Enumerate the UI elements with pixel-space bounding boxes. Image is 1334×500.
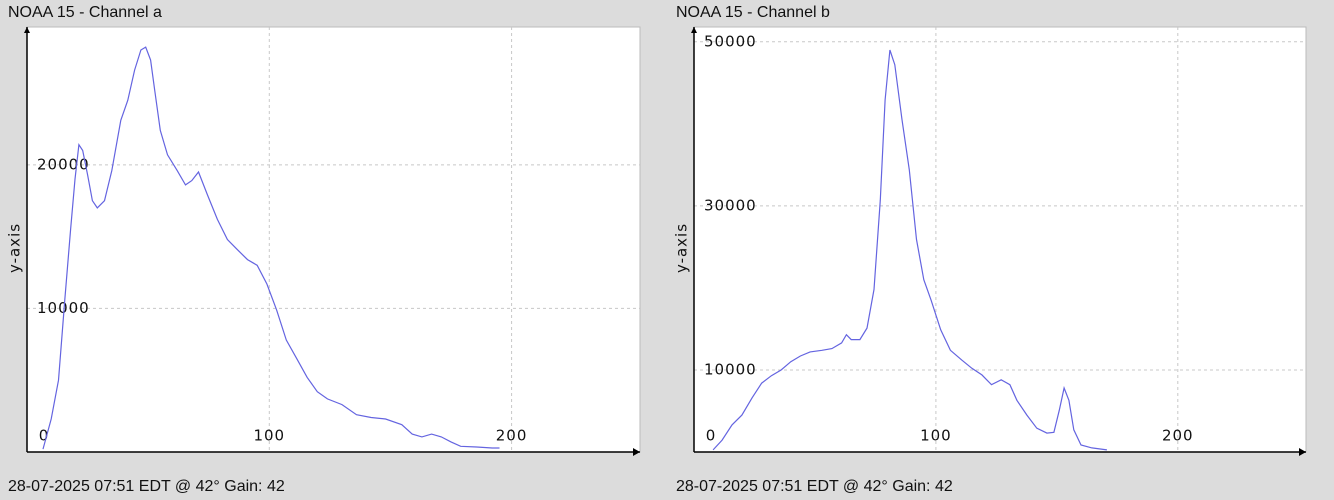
chart-panel: NOAA 15 - Channel b 0 100 200 10000 30000 5000… [673, 4, 1307, 495]
x-tick-label: 100 [253, 427, 285, 445]
chart-panel: NOAA 15 - Channel a 0 100 200 10000 20000 y-ax… [6, 4, 641, 495]
chart-title: NOAA 15 - Channel a [8, 4, 162, 21]
x-tick-label: 0 [706, 427, 717, 445]
y-tick-label: 30000 [704, 196, 757, 214]
y-tick-label: 50000 [704, 32, 757, 50]
data-line [712, 49, 1107, 451]
y-tick-label: 10000 [37, 299, 90, 317]
footer-status: 28-07-2025 07:51 EDT @ 42° Gain: 42 [8, 478, 285, 495]
y-tick-label: 10000 [704, 360, 757, 378]
y-axis-arrow [24, 27, 30, 33]
data-line [42, 46, 500, 450]
y-tick-label: 20000 [37, 155, 90, 173]
footer-status: 28-07-2025 07:51 EDT @ 42° Gain: 42 [676, 478, 953, 495]
plot-area [26, 26, 641, 453]
x-tick-label: 0 [39, 427, 50, 445]
x-axis-arrow [633, 448, 640, 456]
chart-title: NOAA 15 - Channel b [676, 4, 830, 21]
x-tick-label: 100 [920, 427, 952, 445]
x-axis-arrow [1299, 448, 1306, 456]
y-axis-arrow [691, 27, 697, 33]
y-axis-label: y-axis [673, 223, 691, 273]
plot-area [693, 26, 1307, 453]
x-tick-label: 200 [496, 427, 528, 445]
y-axis-label: y-axis [6, 223, 24, 273]
x-tick-label: 200 [1162, 427, 1194, 445]
